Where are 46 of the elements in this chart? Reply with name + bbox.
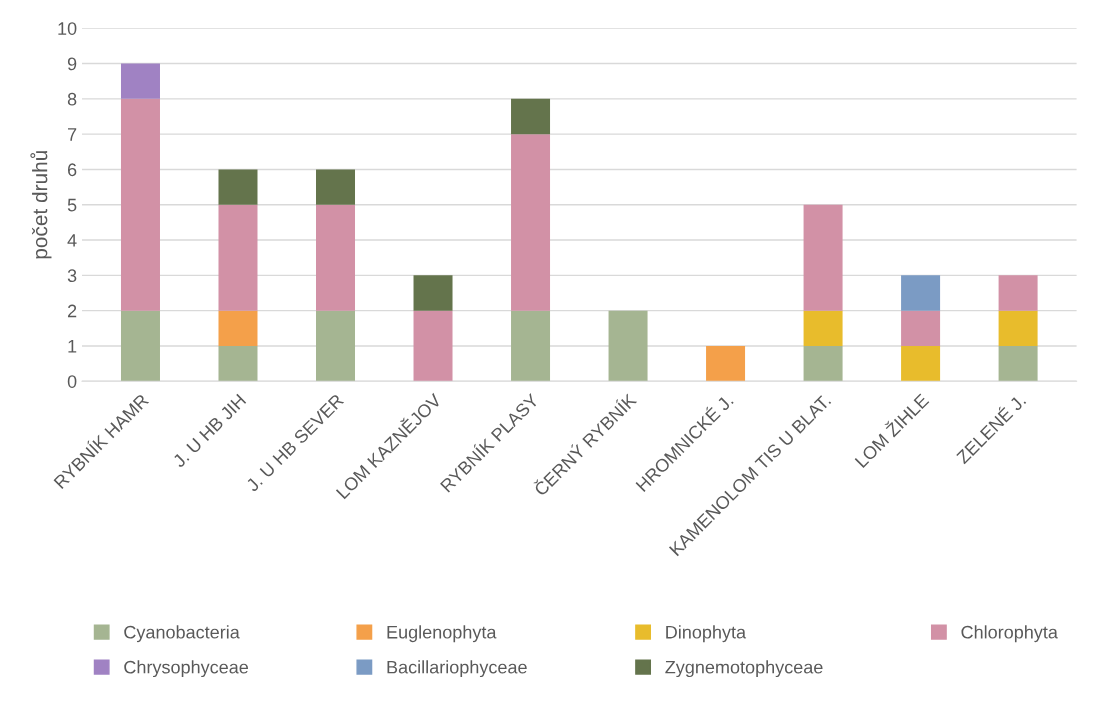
legend-label: Cyanobacteria	[124, 625, 240, 643]
legend-label: Chlorophyta	[961, 625, 1058, 643]
bar	[218, 345, 258, 382]
bar	[218, 310, 258, 346]
x-tick-label: J. U HB JIH	[171, 393, 247, 469]
bar	[998, 310, 1038, 346]
y-tick-label: 4	[67, 234, 77, 247]
bar	[120, 310, 160, 382]
bar	[120, 63, 160, 99]
legend-label: Zygnemotophyceae	[665, 660, 823, 678]
bar	[608, 310, 648, 382]
y-tick-label: 7	[68, 128, 77, 141]
bar	[803, 345, 843, 382]
legend-label: Chrysophyceae	[124, 660, 249, 678]
y-tick-label: 8	[67, 92, 77, 106]
y-tick-label: 9	[67, 57, 77, 71]
bar	[511, 98, 551, 135]
legend-label: Dinophyta	[666, 625, 747, 643]
bar	[901, 310, 941, 346]
y-tick-label: 6	[67, 163, 77, 177]
bar	[803, 204, 843, 311]
bar	[706, 345, 746, 382]
y-tick-label: 3	[67, 269, 77, 283]
bar	[511, 310, 551, 382]
legend-label: Bacillariophyceae	[387, 660, 527, 678]
bar	[316, 310, 356, 382]
bar	[218, 169, 258, 205]
bar	[316, 169, 356, 205]
y-tick-label: 1	[68, 340, 77, 353]
bar	[413, 275, 453, 311]
y-tick-label: 5	[67, 198, 77, 212]
bar	[901, 345, 941, 382]
bar	[901, 275, 941, 311]
legend-label: Euglenophyta	[387, 625, 497, 643]
bar	[413, 310, 453, 382]
bar	[120, 98, 160, 311]
bar	[511, 134, 551, 311]
bar	[998, 275, 1038, 311]
y-tick-label: 10	[58, 22, 77, 35]
y-tick-label: 0	[67, 375, 77, 388]
bar	[803, 310, 843, 346]
y-axis-title: počet druhů	[30, 151, 52, 259]
bar	[316, 204, 356, 311]
bar	[218, 204, 258, 311]
y-tick-label: 2	[67, 304, 77, 318]
bar	[998, 345, 1038, 382]
